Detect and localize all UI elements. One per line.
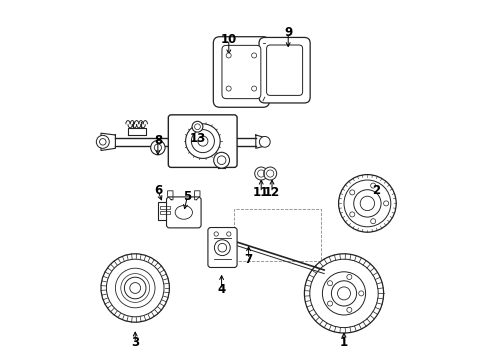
FancyBboxPatch shape (267, 45, 303, 95)
Text: 2: 2 (372, 184, 380, 197)
Circle shape (259, 136, 270, 147)
Text: 9: 9 (284, 26, 293, 39)
Text: 13: 13 (189, 132, 206, 145)
Circle shape (226, 53, 231, 58)
Circle shape (124, 277, 146, 299)
Circle shape (251, 86, 257, 91)
Bar (160, 211, 171, 214)
Text: 5: 5 (183, 190, 192, 203)
FancyBboxPatch shape (167, 197, 201, 228)
FancyBboxPatch shape (222, 45, 261, 99)
Circle shape (255, 167, 268, 180)
Bar (160, 206, 171, 209)
Circle shape (339, 175, 396, 232)
FancyBboxPatch shape (259, 37, 310, 103)
FancyBboxPatch shape (208, 228, 237, 267)
Circle shape (354, 190, 381, 217)
Text: 1: 1 (340, 336, 348, 349)
Text: 4: 4 (218, 283, 226, 296)
Bar (158, 202, 172, 220)
Text: 10: 10 (220, 33, 237, 46)
Text: 7: 7 (245, 253, 253, 266)
Text: 6: 6 (154, 184, 162, 197)
Circle shape (101, 254, 170, 322)
Circle shape (186, 124, 220, 158)
Circle shape (226, 86, 231, 91)
Circle shape (264, 167, 277, 180)
Circle shape (151, 140, 165, 155)
FancyBboxPatch shape (169, 115, 237, 167)
Circle shape (304, 254, 384, 333)
Text: 8: 8 (154, 134, 162, 147)
Text: 3: 3 (131, 336, 139, 349)
Circle shape (214, 152, 229, 168)
Circle shape (97, 135, 109, 148)
Text: 12: 12 (264, 186, 280, 199)
Circle shape (251, 53, 257, 58)
FancyBboxPatch shape (213, 37, 270, 107)
Circle shape (331, 281, 357, 306)
Bar (234, 209, 320, 261)
Circle shape (192, 121, 203, 132)
Text: 11: 11 (253, 186, 270, 199)
